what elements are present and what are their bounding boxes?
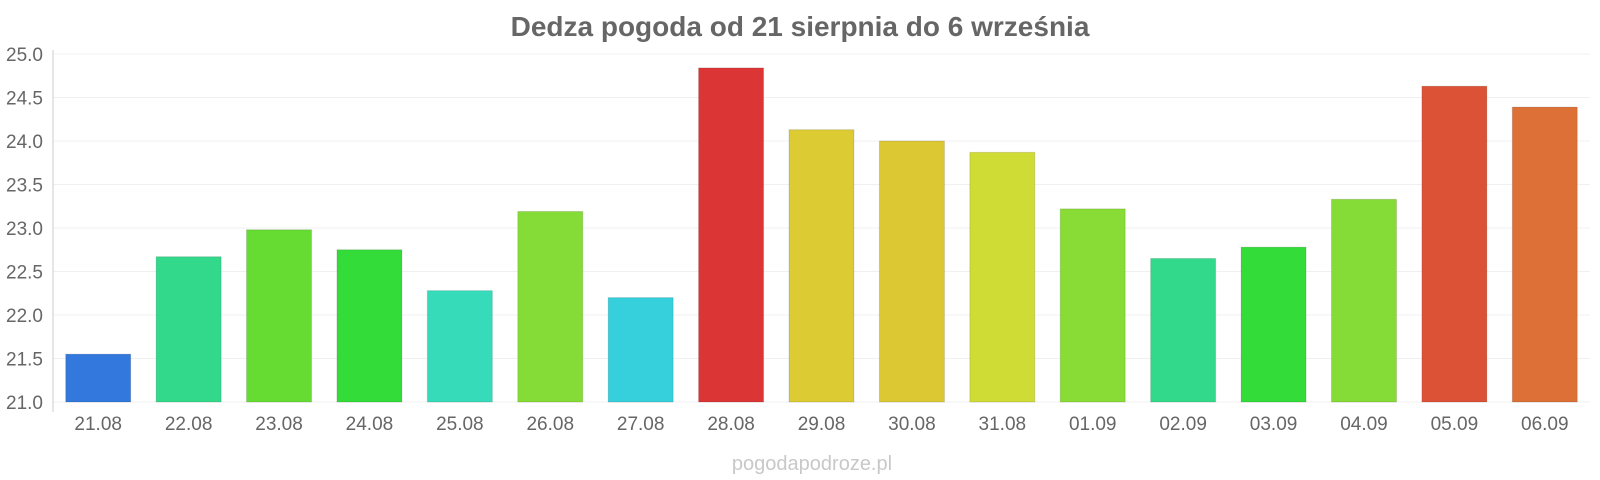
bar-27.08 xyxy=(607,297,674,403)
bar-23.08 xyxy=(246,229,313,403)
x-tick-label: 23.08 xyxy=(255,414,303,435)
y-tick-label: 22.5 xyxy=(6,263,43,284)
bars xyxy=(65,67,1578,403)
y-tick-label: 23.0 xyxy=(6,219,43,240)
y-tick-label: 24.0 xyxy=(6,132,43,153)
x-tick-label: 25.08 xyxy=(436,414,484,435)
x-tick-label: 06.09 xyxy=(1521,414,1569,435)
bar-04.09 xyxy=(1330,198,1397,403)
bar-26.08 xyxy=(517,210,584,403)
bar-31.08 xyxy=(969,151,1036,403)
x-tick-label: 31.08 xyxy=(979,414,1027,435)
x-tick-label: 01.09 xyxy=(1069,414,1117,435)
bar-30.08 xyxy=(878,140,945,403)
bar-01.09 xyxy=(1059,208,1126,403)
bar-02.09 xyxy=(1150,257,1217,403)
x-tick-label: 26.08 xyxy=(526,414,574,435)
bar-28.08 xyxy=(698,67,765,403)
x-tick-label: 03.09 xyxy=(1250,414,1298,435)
bar-06.09 xyxy=(1511,106,1578,403)
y-tick-label: 23.5 xyxy=(6,176,43,197)
y-tick-label: 24.5 xyxy=(6,89,43,110)
y-axis-ticks: 21.0 21.5 22.0 22.5 23.0 23.5 24.0 24.5 25.0 xyxy=(6,45,43,414)
bar-22.08 xyxy=(155,256,222,403)
x-tick-label: 04.09 xyxy=(1340,414,1388,435)
x-tick-label: 05.09 xyxy=(1431,414,1479,435)
y-tick-label: 21.5 xyxy=(6,350,43,371)
bar-03.09 xyxy=(1240,246,1307,403)
y-tick-label: 21.0 xyxy=(6,393,43,414)
x-tick-label: 02.09 xyxy=(1159,414,1207,435)
bar-29.08 xyxy=(788,129,855,403)
y-tick-label: 22.0 xyxy=(6,306,43,327)
bar-24.08 xyxy=(336,249,403,403)
x-tick-label: 29.08 xyxy=(798,414,846,435)
x-tick-label: 21.08 xyxy=(74,414,122,435)
x-tick-label: 30.08 xyxy=(888,414,936,435)
bar-05.09 xyxy=(1421,85,1488,403)
bar-21.08 xyxy=(65,353,132,403)
x-tick-label: 24.08 xyxy=(346,414,394,435)
x-axis-ticks: 21.08 22.08 23.08 24.08 25.08 26.08 27.08 28.08… xyxy=(74,414,1568,435)
x-tick-label: 27.08 xyxy=(617,414,665,435)
watermark: pogodapodroze.pl xyxy=(732,453,892,475)
bar-25.08 xyxy=(426,290,493,403)
chart-title: Dedza pogoda od 21 sierpnia do 6 wrześni… xyxy=(511,11,1090,42)
y-tick-label: 25.0 xyxy=(6,45,43,66)
x-tick-label: 22.08 xyxy=(165,414,213,435)
x-tick-label: 28.08 xyxy=(707,414,755,435)
